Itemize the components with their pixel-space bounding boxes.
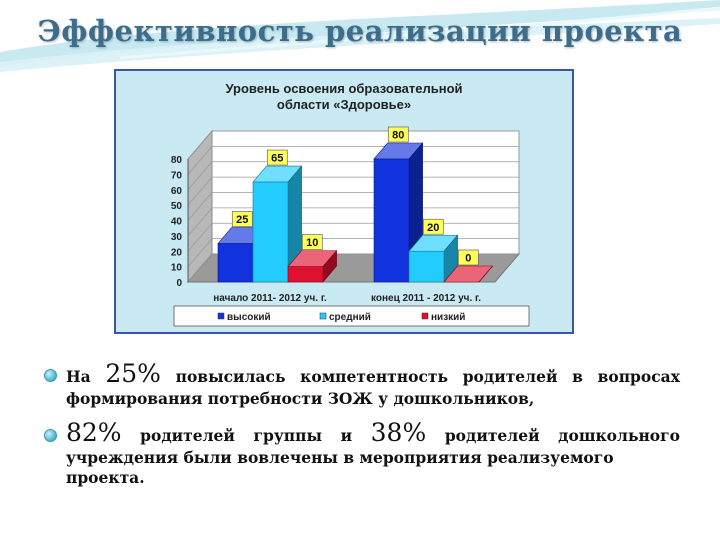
- bar: [408, 250, 445, 283]
- data-label-box: [387, 126, 409, 143]
- x-tick-label: конец 2011 - 2012 уч. г.: [371, 293, 481, 304]
- data-label-box: [301, 234, 323, 250]
- bullet-dot-icon: [44, 429, 57, 442]
- header-swoosh: [0, 0, 720, 72]
- data-label: 10: [306, 237, 318, 249]
- bullet-1-word: вопросах: [597, 367, 680, 386]
- chart-title: области «Здоровье»: [277, 97, 411, 112]
- bar: [252, 181, 289, 283]
- bullet-2-word: родителей: [140, 426, 235, 445]
- bar-chart: Уровень освоения образовательнойобласти …: [171, 81, 530, 327]
- legend-box: [173, 305, 530, 327]
- y-tick-label: 80: [171, 155, 183, 166]
- x-tick-label: начало 2011- 2012 уч. г.: [213, 293, 327, 304]
- bullet-1-prefix: На: [66, 367, 91, 386]
- bullet-1-word: в: [572, 367, 583, 386]
- y-tick-label: 40: [171, 217, 183, 228]
- legend-swatch: [217, 312, 225, 320]
- bullet-1-word: повысилась: [175, 367, 286, 386]
- data-label: 80: [392, 130, 404, 142]
- chart-title: Уровень освоения образовательной: [225, 81, 462, 96]
- bullet-1-word: компетентность: [300, 367, 449, 386]
- bar: [217, 243, 254, 283]
- bullet-2-percent-parents: 82%: [66, 418, 122, 447]
- bar-side: [478, 265, 493, 283]
- gridline: [187, 130, 519, 160]
- y-tick-label: 60: [171, 186, 183, 197]
- y-tick-label: 0: [176, 278, 182, 289]
- bullet-2-word: и: [340, 426, 353, 445]
- bullet-1-line2: формирования потребности ЗОЖ у дошкольни…: [66, 389, 535, 408]
- legend-label: низкий: [431, 312, 465, 323]
- bullet-list: На 25% повысилась компетентность родител…: [44, 359, 680, 500]
- y-tick-label: 70: [171, 170, 183, 181]
- bullet-1-word: родителей: [462, 367, 558, 386]
- bullet-2-word: группы: [253, 426, 323, 445]
- data-label-box: [231, 211, 253, 227]
- data-label: 0: [465, 253, 471, 265]
- data-label-box: [457, 249, 479, 266]
- bullet-2-line2: учреждения были вовлечены в мероприятия …: [66, 448, 614, 487]
- bullet-item-1: На 25% повысилась компетентность родител…: [44, 359, 680, 409]
- bullet-2-line1: 82% родителей группы и 38% родителей дош…: [66, 418, 680, 448]
- legend-swatch: [421, 312, 429, 320]
- bullet-2-percent-school: 38%: [370, 418, 427, 447]
- y-tick-label: 10: [171, 263, 183, 274]
- bullet-2-word: родителей: [444, 426, 540, 445]
- slide-title: Эффективность реализации проекта: [37, 14, 683, 48]
- y-tick-label: 30: [171, 232, 183, 243]
- data-label: 20: [427, 222, 439, 234]
- bullet-1-percent: 25%: [105, 359, 161, 388]
- y-tick-label: 20: [171, 247, 183, 258]
- data-label: 25: [236, 214, 248, 226]
- chart-frame: Уровень освоения образовательной области …: [114, 69, 574, 334]
- legend-label: средний: [329, 312, 371, 323]
- legend-label: высокий: [227, 312, 271, 323]
- y-tick-label: 50: [171, 201, 183, 212]
- bar: [373, 158, 410, 283]
- data-label: 65: [271, 153, 283, 165]
- bar: [287, 266, 324, 283]
- bullet-2-word: дошкольного: [558, 426, 680, 445]
- data-label-box: [422, 218, 444, 235]
- bullet-1-line1: На 25% повысилась компетентность родител…: [66, 359, 680, 389]
- data-label-box: [266, 149, 288, 166]
- legend-swatch: [319, 312, 327, 320]
- bullet-dot-icon: [44, 369, 57, 382]
- bullet-item-2: 82% родителей группы и 38% родителей дош…: [44, 418, 680, 488]
